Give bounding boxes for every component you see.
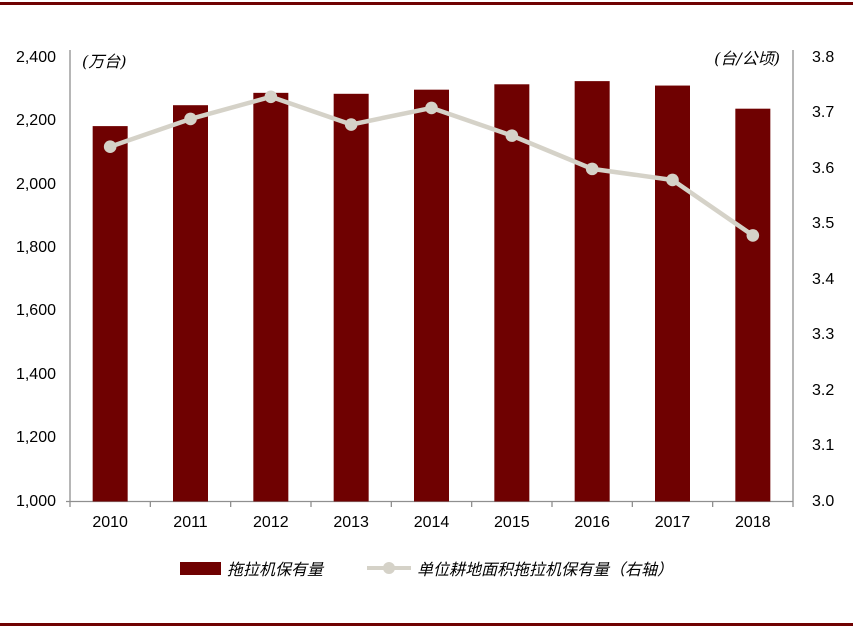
legend: 拖拉机保有量 单位耕地面积拖拉机保有量（右轴） (0, 556, 853, 580)
left-axis-tick-label: 2,200 (15, 112, 56, 130)
right-axis-tick-label: 3.6 (812, 159, 835, 177)
left-axis-tick-label: 1,800 (15, 239, 56, 257)
right-axis-tick-label: 3.8 (812, 49, 835, 66)
line-marker-2013 (344, 118, 358, 131)
bar-series-swatch-icon (179, 561, 221, 575)
x-axis-label-2018: 2018 (735, 514, 771, 531)
x-axis-label-2011: 2011 (173, 514, 208, 531)
x-axis-label-2014: 2014 (413, 514, 450, 531)
plot-area (66, 50, 794, 507)
left-axis-tick-label: 1,400 (15, 365, 56, 383)
left-axis-tick-label: 2,000 (15, 175, 56, 193)
legend-item-line-series: 单位耕地面积拖拉机保有量（右轴） (367, 556, 673, 580)
x-axis-label-2017: 2017 (654, 514, 691, 531)
right-axis-tick-label: 3.7 (812, 104, 835, 122)
bar-2018 (735, 108, 771, 502)
x-axis-label-2010: 2010 (92, 514, 128, 531)
line-marker-2010 (103, 140, 117, 153)
right-axis-tick-label: 3.3 (812, 326, 835, 344)
left-axis-tick-label: 1,600 (15, 302, 56, 320)
bar-series-legend-label: 拖拉机保有量 (226, 560, 323, 579)
right-axis-unit-label: (台/公顷) (714, 49, 780, 68)
bottom-accent-rule (0, 623, 853, 626)
bar-2010 (92, 126, 128, 502)
bar-2012 (253, 92, 289, 502)
top-accent-rule (0, 2, 853, 5)
left-axis-unit-label: (万台) (82, 52, 127, 71)
x-axis-label-2015: 2015 (494, 514, 530, 531)
right-axis-tick-label: 3.5 (812, 215, 835, 233)
x-axis-label-2016: 2016 (574, 514, 610, 531)
bar-2014 (414, 89, 449, 502)
line-series-legend-label: 单位耕地面积拖拉机保有量（右轴） (417, 560, 674, 579)
legend-item-bar-series: 拖拉机保有量 (179, 556, 323, 580)
bar-2016 (574, 81, 610, 502)
line-series-sample-icon (367, 561, 411, 575)
line-marker-2012 (264, 90, 278, 104)
line-marker-2014 (425, 101, 438, 115)
left-axis-tick-label: 2,400 (15, 49, 56, 66)
bar-2017 (655, 85, 690, 502)
bar-2013 (333, 93, 369, 502)
line-marker-2017 (666, 173, 679, 187)
line-marker-2018 (746, 229, 760, 242)
right-axis-tick-label: 3.2 (812, 381, 835, 399)
right-axis-tick-label: 3.1 (812, 437, 835, 455)
right-axis-tick-label: 3.4 (812, 270, 835, 288)
left-axis-tick-label: 1,200 (15, 429, 56, 447)
x-axis-label-2012: 2012 (253, 514, 289, 531)
line-marker-2011 (184, 112, 197, 126)
bar-2011 (173, 105, 208, 502)
bar-2015 (494, 84, 530, 502)
x-axis-label-2013: 2013 (333, 514, 369, 531)
right-axis-tick-label: 3.0 (812, 492, 835, 510)
left-axis-tick-label: 1,000 (15, 492, 56, 510)
line-marker-2016 (585, 162, 599, 176)
line-marker-2015 (505, 129, 519, 142)
